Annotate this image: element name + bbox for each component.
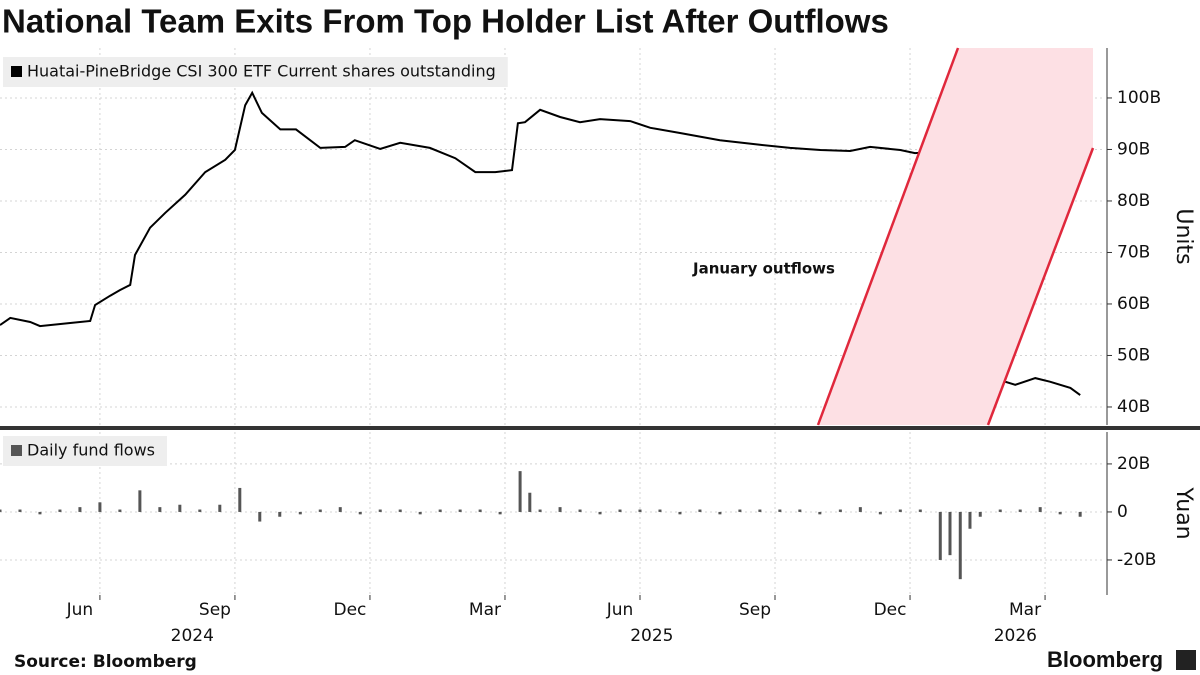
- bar: [38, 511, 42, 515]
- y-tick-label: 60B: [1117, 294, 1150, 314]
- x-year-label: 2026: [994, 626, 1037, 646]
- x-tick-label: Jun: [606, 600, 634, 620]
- bar: [138, 490, 142, 512]
- bar: [1058, 511, 1062, 515]
- x-tick-label: Sep: [739, 600, 771, 620]
- legend-box: [3, 57, 508, 87]
- annotation: January outflows: [692, 260, 835, 278]
- bar: [158, 507, 162, 512]
- bar: [778, 509, 782, 512]
- y-tick-label: 90B: [1117, 139, 1150, 159]
- bar: [78, 507, 82, 512]
- bar: [518, 471, 522, 512]
- bar: [858, 507, 862, 512]
- bar: [258, 511, 262, 522]
- x-year-label: 2024: [171, 626, 214, 646]
- x-tick-label: Jun: [66, 600, 94, 620]
- bar: [638, 509, 642, 512]
- bar: [318, 509, 322, 512]
- y-tick-label: -20B: [1117, 550, 1156, 570]
- x-tick-label: Mar: [1009, 600, 1041, 620]
- x-tick-label: Dec: [334, 600, 367, 620]
- bar: [798, 509, 802, 512]
- y-tick-label: 80B: [1117, 191, 1150, 211]
- bar: [198, 509, 202, 512]
- bar: [818, 511, 822, 515]
- bar: [0, 509, 2, 512]
- brand-icon: [1176, 650, 1196, 670]
- bar: [658, 509, 662, 512]
- bar: [1038, 507, 1042, 512]
- brand: Bloomberg: [1047, 647, 1163, 672]
- bar: [598, 511, 602, 515]
- bar: [538, 509, 542, 512]
- bar: [398, 509, 402, 512]
- bar: [418, 511, 422, 515]
- bar: [948, 511, 952, 556]
- bar: [958, 511, 962, 580]
- bar: [758, 509, 762, 512]
- bar: [558, 507, 562, 512]
- band-edge: [816, 47, 960, 426]
- bar: [678, 511, 682, 515]
- x-tick-label: Sep: [199, 600, 231, 620]
- bar: [978, 511, 982, 517]
- bar: [528, 492, 532, 512]
- highlight-band: [818, 48, 1093, 425]
- bar: [898, 509, 902, 512]
- bar: [578, 509, 582, 512]
- bar: [1078, 511, 1082, 517]
- bar: [838, 509, 842, 512]
- y-axis-label: Units: [1171, 208, 1196, 264]
- panel: [0, 432, 1105, 595]
- y-tick-label: 20B: [1117, 454, 1150, 474]
- legend-label: Huatai-PineBridge CSI 300 ETF Current sh…: [27, 62, 496, 81]
- bar: [178, 504, 182, 512]
- bar: [58, 509, 62, 512]
- bar: [498, 511, 502, 515]
- chart-title: National Team Exits From Top Holder List…: [2, 3, 889, 40]
- legend-swatch: [11, 445, 22, 456]
- x-tick-label: Mar: [469, 600, 501, 620]
- bar: [938, 511, 942, 560]
- x-tick-label: Dec: [874, 600, 907, 620]
- bar: [458, 509, 462, 512]
- bar: [698, 509, 702, 512]
- bar: [878, 511, 882, 515]
- y-tick-label: 100B: [1117, 88, 1161, 108]
- x-year-label: 2025: [630, 626, 673, 646]
- bar: [738, 509, 742, 512]
- bar: [118, 509, 122, 512]
- bar: [98, 502, 102, 512]
- bar: [218, 504, 222, 512]
- bar: [278, 511, 282, 517]
- legend-label: Daily fund flows: [27, 441, 155, 460]
- bar: [358, 511, 362, 515]
- bar: [18, 509, 22, 512]
- band-edge: [986, 147, 1095, 426]
- bar: [918, 509, 922, 512]
- bar: [438, 509, 442, 512]
- bar: [618, 509, 622, 512]
- bar: [338, 507, 342, 512]
- y-tick-label: 50B: [1117, 345, 1150, 365]
- bar: [968, 511, 972, 529]
- bar: [1018, 509, 1022, 512]
- bar: [378, 509, 382, 512]
- y-tick-label: 0: [1117, 502, 1128, 522]
- bar: [478, 509, 482, 512]
- y-axis-label: Yuan: [1171, 486, 1196, 539]
- y-tick-label: 40B: [1117, 397, 1150, 417]
- legend-swatch: [11, 66, 22, 77]
- bar: [298, 511, 302, 515]
- bar: [998, 509, 1002, 512]
- source: Source: Bloomberg: [14, 652, 197, 672]
- bar: [718, 511, 722, 515]
- bar: [238, 487, 242, 512]
- legend-box: [3, 436, 168, 466]
- y-tick-label: 70B: [1117, 242, 1150, 262]
